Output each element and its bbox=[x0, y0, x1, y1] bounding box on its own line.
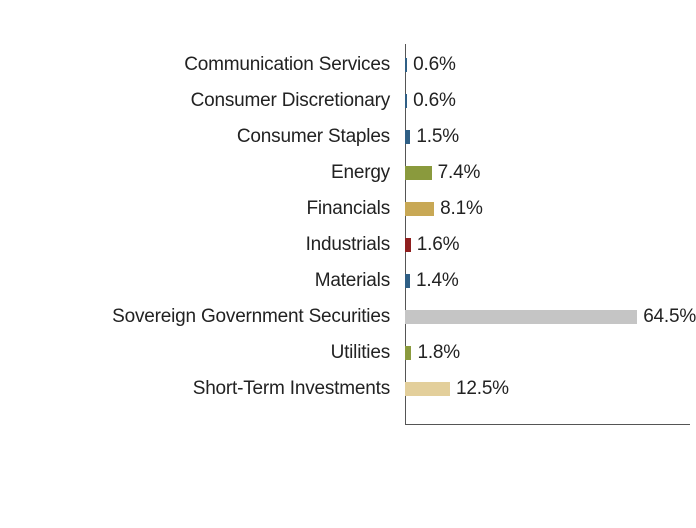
value-label: 64.5% bbox=[643, 306, 696, 328]
chart-row: Energy 7.4% bbox=[0, 155, 696, 191]
bar bbox=[405, 346, 411, 360]
value-label: 0.6% bbox=[413, 54, 456, 76]
chart-row: Financials 8.1% bbox=[0, 191, 696, 227]
bar bbox=[405, 310, 637, 324]
category-label: Energy bbox=[331, 162, 390, 184]
value-label: 1.5% bbox=[416, 126, 459, 148]
category-label: Consumer Staples bbox=[237, 126, 390, 148]
x-axis bbox=[405, 424, 690, 425]
chart-row: Industrials 1.6% bbox=[0, 227, 696, 263]
bar bbox=[405, 202, 434, 216]
value-label: 12.5% bbox=[456, 378, 509, 400]
chart-row: Materials 1.4% bbox=[0, 263, 696, 299]
chart-row: Consumer Discretionary 0.6% bbox=[0, 83, 696, 119]
sector-allocation-chart: Communication Services0.6%Consumer Discr… bbox=[0, 0, 696, 528]
value-label: 1.6% bbox=[417, 234, 460, 256]
category-label: Communication Services bbox=[184, 54, 390, 76]
category-label: Financials bbox=[306, 198, 390, 220]
bar bbox=[405, 382, 450, 396]
value-label: 0.6% bbox=[413, 90, 456, 112]
category-label: Consumer Discretionary bbox=[191, 90, 390, 112]
bar bbox=[405, 166, 432, 180]
value-label: 7.4% bbox=[438, 162, 481, 184]
category-label: Utilities bbox=[331, 342, 390, 364]
bar bbox=[405, 238, 411, 252]
value-label: 1.8% bbox=[417, 342, 460, 364]
category-label: Industrials bbox=[306, 234, 390, 256]
chart-row: Consumer Staples 1.5% bbox=[0, 119, 696, 155]
chart-row: Utilities 1.8% bbox=[0, 335, 696, 371]
value-label: 1.4% bbox=[416, 270, 459, 292]
category-label: Short-Term Investments bbox=[193, 378, 390, 400]
value-label: 8.1% bbox=[440, 198, 483, 220]
bar bbox=[405, 58, 407, 72]
bar bbox=[405, 274, 410, 288]
chart-row: Sovereign Government Securities 64.5% bbox=[0, 299, 696, 335]
chart-row: Communication Services 0.6% bbox=[0, 47, 696, 83]
bar bbox=[405, 130, 410, 144]
category-label: Materials bbox=[315, 270, 390, 292]
chart-row: Short-Term Investments 12.5% bbox=[0, 371, 696, 407]
category-label: Sovereign Government Securities bbox=[112, 306, 390, 328]
bar bbox=[405, 94, 407, 108]
